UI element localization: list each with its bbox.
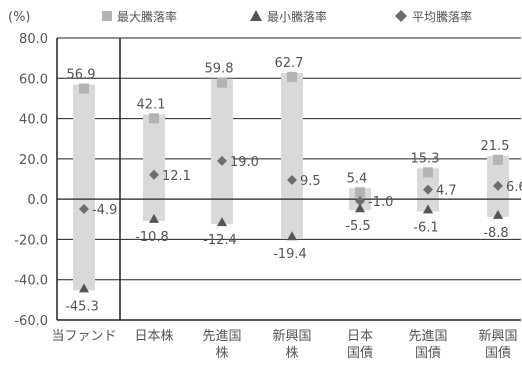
legend-max-label: 最大騰落率 [117, 9, 177, 24]
max-value-label: 62.7 [275, 56, 304, 71]
avg-marker [355, 196, 365, 207]
avg-value-label: 4.7 [436, 184, 457, 199]
category-label: 国債 [485, 346, 511, 361]
avg-value-label: -1.0 [368, 195, 393, 210]
y-tick-label: -60.0 [14, 314, 48, 329]
category-label: 先進国 [408, 329, 447, 344]
min-value-label: -10.8 [135, 230, 169, 245]
avg-marker [493, 180, 503, 191]
min-marker [149, 213, 159, 223]
max-marker [423, 167, 433, 178]
avg-value-label: 19.0 [230, 155, 259, 170]
min-value-label: -12.4 [203, 233, 237, 248]
y-tick-label: 60.0 [19, 72, 48, 87]
range-bar [211, 78, 233, 225]
max-marker [217, 77, 227, 88]
legend-max-square-icon [102, 11, 112, 21]
category-label: 先進国 [202, 329, 241, 344]
max-marker [149, 113, 159, 124]
range-bars [73, 72, 509, 291]
min-value-label: -45.3 [65, 299, 99, 314]
min-value-label: -8.8 [483, 226, 508, 241]
avg-marker [149, 169, 159, 180]
category-label: 当ファンド [51, 329, 116, 344]
avg-marker [423, 184, 433, 195]
legend: (%) 最大騰落率 最小騰落率 平均騰落率 [8, 9, 472, 25]
category-label: 日本株 [134, 329, 173, 344]
range-bar [281, 72, 303, 239]
y-tick-label: 20.0 [19, 153, 48, 168]
category-label: 株 [285, 346, 298, 361]
max-value-label: 5.4 [347, 171, 368, 186]
y-tick-label: 80.0 [19, 32, 48, 47]
category-label: 新興国 [478, 328, 517, 344]
category-label: 株 [215, 346, 228, 361]
max-marker [287, 71, 297, 82]
category-label: 国債 [415, 346, 441, 361]
avg-marker [217, 155, 227, 166]
category-label: 新興国 [272, 328, 311, 344]
min-marker [423, 204, 433, 214]
markers [79, 71, 503, 293]
y-tick-labels: 80.0 60.0 40.0 20.0 0.0 -20.0 -40.0 -60.0 [14, 32, 48, 329]
min-value-label: -5.5 [345, 219, 370, 234]
max-value-label: 42.1 [137, 97, 166, 112]
legend-avg-diamond-icon [395, 10, 407, 22]
max-marker [355, 187, 365, 198]
avg-marker [79, 204, 89, 215]
avg-marker [287, 175, 297, 186]
avg-value-label: 12.1 [162, 169, 191, 184]
y-tick-label: -40.0 [14, 274, 48, 289]
legend-min-label: 最小騰落率 [267, 9, 327, 24]
legend-min-triangle-icon [250, 10, 262, 21]
max-value-label: 15.3 [411, 151, 440, 166]
min-marker [493, 209, 503, 219]
max-value-label: 56.9 [67, 68, 96, 83]
data-labels: 56.9 -4.9 -45.3 42.1 12.1 -10.8 59.8 19.0 -12.4 6… [65, 56, 522, 315]
min-value-label: -19.4 [273, 247, 307, 262]
axes [56, 38, 521, 321]
max-marker [493, 154, 503, 165]
y-tick-label: -20.0 [14, 233, 48, 248]
min-marker [287, 231, 297, 241]
y-tick-label: 0.0 [27, 193, 48, 208]
range-bar [143, 114, 165, 221]
min-marker [79, 283, 89, 293]
category-label: 日本 [347, 329, 373, 344]
avg-value-label: 6.6 [506, 180, 522, 195]
max-value-label: 21.5 [481, 139, 510, 154]
min-marker [217, 217, 227, 227]
category-label: 国債 [347, 346, 373, 361]
range-bar [73, 84, 95, 291]
avg-value-label: -4.9 [92, 203, 117, 218]
y-unit-label: (%) [8, 10, 31, 25]
max-marker [79, 83, 89, 94]
y-tick-label: 40.0 [19, 113, 48, 128]
min-marker [355, 203, 365, 213]
avg-value-label: 9.5 [300, 174, 321, 189]
legend-avg-label: 平均騰落率 [412, 9, 472, 24]
min-value-label: -6.1 [413, 220, 438, 235]
max-value-label: 59.8 [205, 62, 234, 77]
